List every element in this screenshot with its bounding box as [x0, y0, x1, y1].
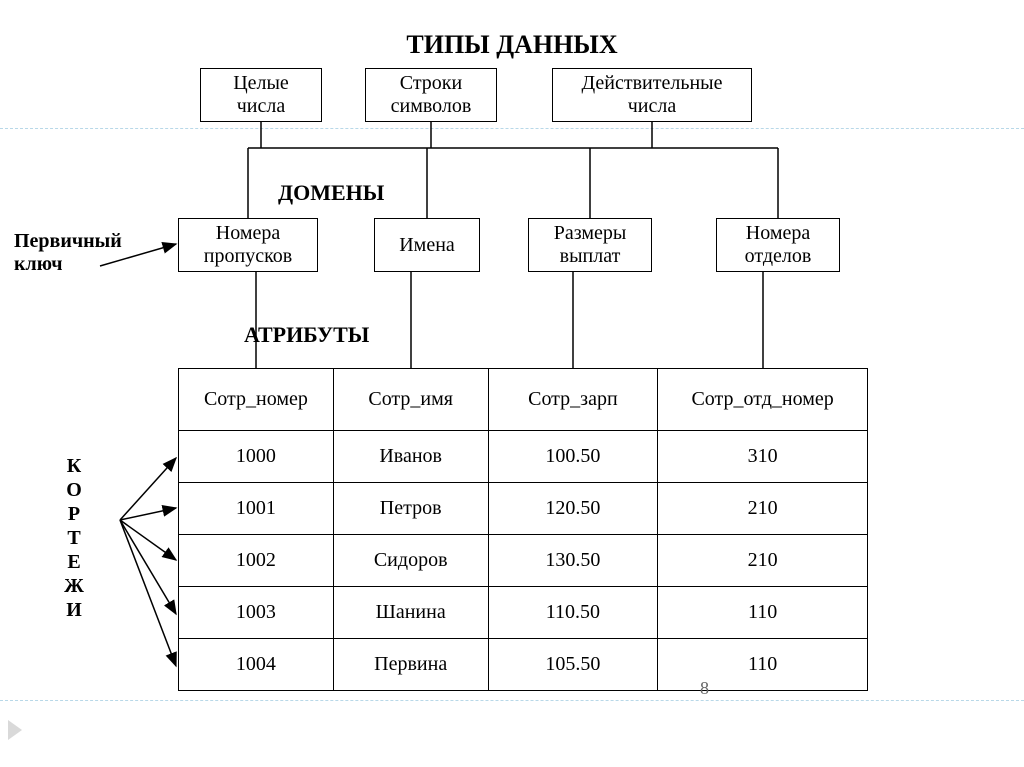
table-cell: Первина: [333, 639, 488, 691]
domain-box-pay-sizes: Размерывыплат: [528, 218, 652, 272]
table-row: 1002Сидоров130.50210: [179, 535, 868, 587]
table-cell: 100.50: [488, 431, 658, 483]
table-cell: 1003: [179, 587, 334, 639]
primary-key-label: Первичныйключ: [14, 230, 122, 276]
type-label: Строкисимволов: [391, 72, 472, 118]
domain-label: Номерапропусков: [204, 222, 292, 268]
domain-box-pass-numbers: Номерапропусков: [178, 218, 318, 272]
col-header: Сотр_номер: [179, 369, 334, 431]
table-cell: 110: [658, 639, 868, 691]
relation-table: Сотр_номер Сотр_имя Сотр_зарп Сотр_отд_н…: [178, 368, 868, 691]
table-cell: Шанина: [333, 587, 488, 639]
table-row: 1001Петров120.50210: [179, 483, 868, 535]
table-cell: 110.50: [488, 587, 658, 639]
table-cell: Петров: [333, 483, 488, 535]
guide-line-bottom: [0, 700, 1024, 701]
col-header: Сотр_отд_номер: [658, 369, 868, 431]
type-box-integers: Целыечисла: [200, 68, 322, 122]
table-row: 1000Иванов100.50310: [179, 431, 868, 483]
table-cell: 210: [658, 535, 868, 587]
table-cell: 310: [658, 431, 868, 483]
table-cell: 1000: [179, 431, 334, 483]
table-cell: 130.50: [488, 535, 658, 587]
attributes-heading: АТРИБУТЫ: [244, 322, 369, 348]
table-cell: 1001: [179, 483, 334, 535]
table-cell: 1002: [179, 535, 334, 587]
table-cell: 120.50: [488, 483, 658, 535]
domain-label: Номераотделов: [745, 222, 812, 268]
type-box-strings: Строкисимволов: [365, 68, 497, 122]
page-number: 8: [700, 678, 709, 699]
table-header-row: Сотр_номер Сотр_имя Сотр_зарп Сотр_отд_н…: [179, 369, 868, 431]
domain-label: Размерывыплат: [554, 222, 627, 268]
type-label: Целыечисла: [233, 72, 289, 118]
table-cell: Сидоров: [333, 535, 488, 587]
type-box-floats: Действительныечисла: [552, 68, 752, 122]
domains-heading: ДОМЕНЫ: [278, 180, 384, 206]
domain-box-dept-numbers: Номераотделов: [716, 218, 840, 272]
type-label: Действительныечисла: [582, 72, 723, 118]
table-cell: 105.50: [488, 639, 658, 691]
domain-box-names: Имена: [374, 218, 480, 272]
col-header: Сотр_зарп: [488, 369, 658, 431]
domain-label: Имена: [399, 234, 455, 257]
col-header: Сотр_имя: [333, 369, 488, 431]
nav-next-icon[interactable]: [8, 720, 22, 740]
guide-line-top: [0, 128, 1024, 129]
table-cell: 1004: [179, 639, 334, 691]
tuples-label: КОРТЕЖИ: [64, 454, 84, 622]
table-row: 1003Шанина110.50110: [179, 587, 868, 639]
table-row: 1004Первина105.50110: [179, 639, 868, 691]
table-cell: 110: [658, 587, 868, 639]
page-title: ТИПЫ ДАННЫХ: [0, 30, 1024, 60]
table-cell: 210: [658, 483, 868, 535]
table-cell: Иванов: [333, 431, 488, 483]
